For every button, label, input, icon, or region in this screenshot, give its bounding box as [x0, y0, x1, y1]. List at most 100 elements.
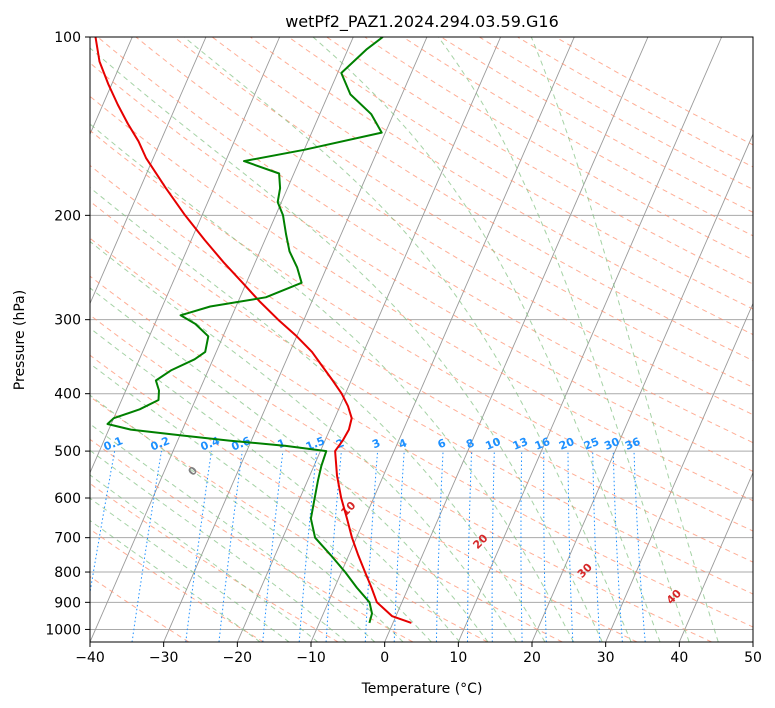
- y-tick-label: 100: [54, 30, 81, 46]
- dry-adiabat-line: [555, 37, 753, 146]
- mixing-ratio-label: 8: [464, 436, 476, 451]
- x-tick-label: −20: [223, 650, 253, 666]
- moist-adiabat-line: [90, 474, 319, 642]
- dry-adiabat-label: -10: [11, 421, 34, 445]
- y-tick-label: 900: [54, 595, 81, 611]
- moist-adiabat-line: [90, 327, 461, 642]
- dry-adiabat-line: [90, 438, 414, 642]
- isotherm-line: [678, 471, 753, 642]
- moist-adiabat-label: 20: [470, 531, 490, 551]
- y-tick-label: 1000: [45, 622, 81, 638]
- mixing-ratio-line: [567, 451, 574, 642]
- isotherm-line: [457, 37, 723, 642]
- x-axis-label: Temperature (°C): [361, 681, 483, 697]
- moist-adiabat-label: 40: [664, 587, 684, 607]
- moist-adiabat-line: [90, 240, 517, 642]
- x-tick-label: 30: [597, 650, 615, 666]
- x-tick-label: 40: [670, 650, 688, 666]
- moist-adiabat-line: [90, 394, 404, 642]
- mixing-ratio-label: 13: [511, 435, 530, 453]
- temperature-profile-line: [94, 37, 412, 624]
- dry-adiabat-line: [90, 129, 753, 532]
- y-tick-label: 800: [54, 565, 81, 581]
- mixing-ratio-line: [435, 451, 444, 642]
- mixing-ratio-label: 20: [557, 435, 576, 453]
- moist-adiabat-line: [90, 123, 575, 642]
- moist-adiabat-line: [312, 37, 661, 642]
- moist-adiabat-line: [530, 37, 719, 642]
- dry-adiabat-line: [90, 482, 339, 642]
- mixing-ratio-line: [633, 451, 646, 642]
- axis-ticks: −40 −30 −20 −10 0 10 20 30 40 5010009008007006005…: [45, 30, 762, 666]
- reference-lines: [0, 37, 753, 642]
- mixing-ratio-label: 10: [483, 435, 502, 453]
- dry-adiabat-line: [97, 37, 753, 444]
- isotherm-line: [90, 37, 207, 305]
- x-tick-label: −30: [149, 650, 179, 666]
- isotherm-line: [90, 37, 281, 474]
- y-tick-label: 600: [54, 491, 81, 507]
- isotherm-line: [0, 37, 59, 642]
- mixing-ratio-label: 36: [623, 435, 642, 453]
- mixing-ratio-label: 30: [602, 435, 621, 453]
- isotherm-line: [236, 37, 502, 642]
- mixing-ratio-label: 4: [397, 436, 409, 451]
- moist-adiabat-line: [90, 186, 546, 642]
- isotherm-line: [384, 37, 649, 642]
- isotherm-line: [310, 37, 575, 642]
- dry-adiabat-line: [90, 528, 264, 642]
- x-tick-label: 20: [523, 650, 541, 666]
- dry-adiabat-line: [90, 95, 753, 502]
- dewpoint-profile-line: [106, 37, 384, 624]
- dry-adiabat-line: [90, 396, 488, 642]
- y-tick-label: 500: [54, 444, 81, 460]
- chart-title: wetPf2_PAZ1.2024.294.03.59.G16: [285, 12, 559, 32]
- mixing-ratio-line: [262, 451, 284, 642]
- sounding-profiles: [94, 37, 412, 624]
- isotherm-line: [163, 37, 428, 642]
- isotherm-line: [90, 37, 354, 642]
- moist-adiabat-line: [90, 362, 432, 642]
- mixing-ratio-label: 25: [582, 435, 601, 453]
- dry-adiabat-line: [90, 200, 753, 595]
- moist-adiabat-line: [90, 497, 290, 642]
- x-tick-label: 10: [449, 650, 467, 666]
- moist-adiabat-line: [90, 423, 376, 642]
- dry-adiabat-line: [326, 37, 753, 285]
- dry-adiabat-line: [135, 37, 753, 416]
- moist-adiabat-line: [90, 287, 489, 642]
- dry-adiabat-line: [90, 275, 712, 642]
- y-tick-label: 400: [54, 387, 81, 403]
- mixing-ratio-line: [520, 451, 523, 642]
- y-tick-label: 300: [54, 313, 81, 329]
- mixing-ratio-line: [90, 451, 116, 596]
- moist-adiabat-line: [437, 37, 690, 642]
- isotherm-line: [531, 133, 753, 642]
- y-axis-label: Pressure (hPa): [12, 290, 28, 390]
- moist-adiabat-line: [90, 449, 347, 642]
- dry-adiabat-line: [90, 354, 563, 642]
- dry-adiabat-line: [517, 37, 753, 168]
- x-tick-label: −40: [75, 650, 105, 666]
- moist-adiabat-line: [90, 47, 603, 642]
- dry-adiabat-line: [250, 37, 753, 336]
- dry-adiabat-line: [90, 314, 638, 642]
- x-tick-label: 0: [380, 650, 389, 666]
- mixing-ratio-label: 1: [276, 436, 288, 451]
- mixing-ratio-line: [218, 451, 243, 642]
- plot-frame: [89, 36, 754, 643]
- dry-adiabat-line: [173, 37, 753, 388]
- mixing-ratio-line: [298, 451, 318, 642]
- y-tick-label: 700: [54, 531, 81, 547]
- mixing-ratio-line: [325, 451, 342, 642]
- mixing-ratio-label: 16: [533, 435, 552, 453]
- mixing-ratio-line: [185, 451, 212, 642]
- dry-adiabat-line: [288, 37, 753, 310]
- mixing-ratio-line: [491, 451, 495, 642]
- moist-adiabat-line: [183, 37, 632, 642]
- mixing-ratio-label: 3: [370, 436, 382, 451]
- mixing-ratio-line: [131, 451, 162, 642]
- isotherm-line: [752, 640, 753, 642]
- x-tick-label: −10: [296, 650, 326, 666]
- y-tick-label: 200: [54, 208, 81, 224]
